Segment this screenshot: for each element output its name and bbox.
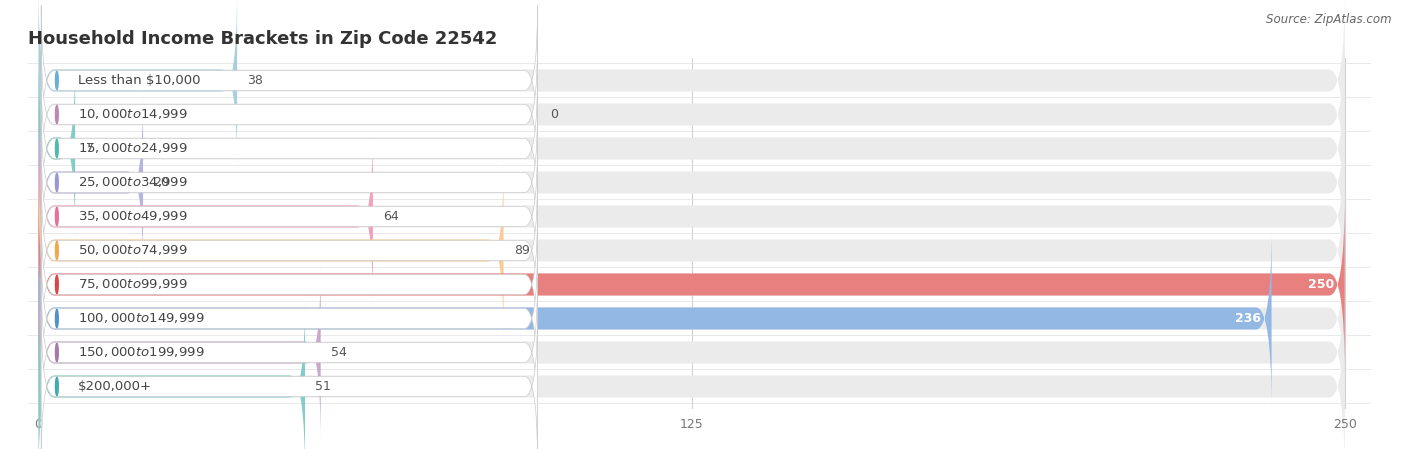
FancyBboxPatch shape (38, 0, 238, 172)
FancyBboxPatch shape (38, 92, 1344, 273)
Circle shape (55, 173, 58, 192)
Circle shape (55, 106, 58, 123)
FancyBboxPatch shape (38, 57, 75, 239)
FancyBboxPatch shape (38, 0, 1344, 172)
FancyBboxPatch shape (41, 312, 537, 449)
FancyBboxPatch shape (38, 126, 1344, 308)
Text: 20: 20 (153, 176, 169, 189)
Text: 0: 0 (551, 108, 558, 121)
FancyBboxPatch shape (38, 194, 1344, 375)
FancyBboxPatch shape (41, 107, 537, 257)
Text: $25,000 to $34,999: $25,000 to $34,999 (77, 176, 187, 189)
Text: 64: 64 (384, 210, 399, 223)
FancyBboxPatch shape (38, 261, 1344, 444)
FancyBboxPatch shape (38, 159, 1344, 341)
FancyBboxPatch shape (41, 5, 537, 155)
Text: $15,000 to $24,999: $15,000 to $24,999 (77, 141, 187, 155)
FancyBboxPatch shape (38, 228, 1344, 409)
FancyBboxPatch shape (41, 141, 537, 291)
Text: Less than $10,000: Less than $10,000 (77, 74, 200, 87)
FancyBboxPatch shape (38, 92, 143, 273)
FancyBboxPatch shape (38, 295, 305, 449)
FancyBboxPatch shape (41, 243, 537, 393)
FancyBboxPatch shape (41, 176, 537, 326)
Circle shape (55, 378, 58, 396)
Text: 7: 7 (86, 142, 94, 155)
FancyBboxPatch shape (38, 159, 503, 341)
Text: $200,000+: $200,000+ (77, 380, 152, 393)
Circle shape (55, 242, 58, 260)
Circle shape (55, 309, 58, 328)
FancyBboxPatch shape (38, 295, 1344, 449)
Text: 236: 236 (1234, 312, 1261, 325)
Text: $75,000 to $99,999: $75,000 to $99,999 (77, 277, 187, 291)
FancyBboxPatch shape (38, 261, 321, 444)
Text: $150,000 to $199,999: $150,000 to $199,999 (77, 345, 204, 360)
Text: 38: 38 (247, 74, 263, 87)
FancyBboxPatch shape (38, 126, 373, 308)
Text: $10,000 to $14,999: $10,000 to $14,999 (77, 107, 187, 122)
Text: 250: 250 (1308, 278, 1334, 291)
Text: $100,000 to $149,999: $100,000 to $149,999 (77, 312, 204, 326)
Text: 54: 54 (332, 346, 347, 359)
Circle shape (55, 343, 58, 361)
Circle shape (55, 139, 58, 158)
Circle shape (55, 275, 58, 294)
Text: 89: 89 (515, 244, 530, 257)
FancyBboxPatch shape (41, 210, 537, 360)
FancyBboxPatch shape (38, 57, 1344, 239)
FancyBboxPatch shape (38, 194, 1344, 375)
FancyBboxPatch shape (41, 40, 537, 189)
FancyBboxPatch shape (41, 277, 537, 427)
FancyBboxPatch shape (41, 74, 537, 224)
FancyBboxPatch shape (38, 228, 1271, 409)
Text: $35,000 to $49,999: $35,000 to $49,999 (77, 210, 187, 224)
Text: Source: ZipAtlas.com: Source: ZipAtlas.com (1267, 13, 1392, 26)
Text: $50,000 to $74,999: $50,000 to $74,999 (77, 243, 187, 257)
FancyBboxPatch shape (38, 23, 1344, 206)
Circle shape (55, 207, 58, 225)
Circle shape (55, 71, 58, 89)
Text: Household Income Brackets in Zip Code 22542: Household Income Brackets in Zip Code 22… (28, 31, 498, 48)
Text: 51: 51 (315, 380, 332, 393)
